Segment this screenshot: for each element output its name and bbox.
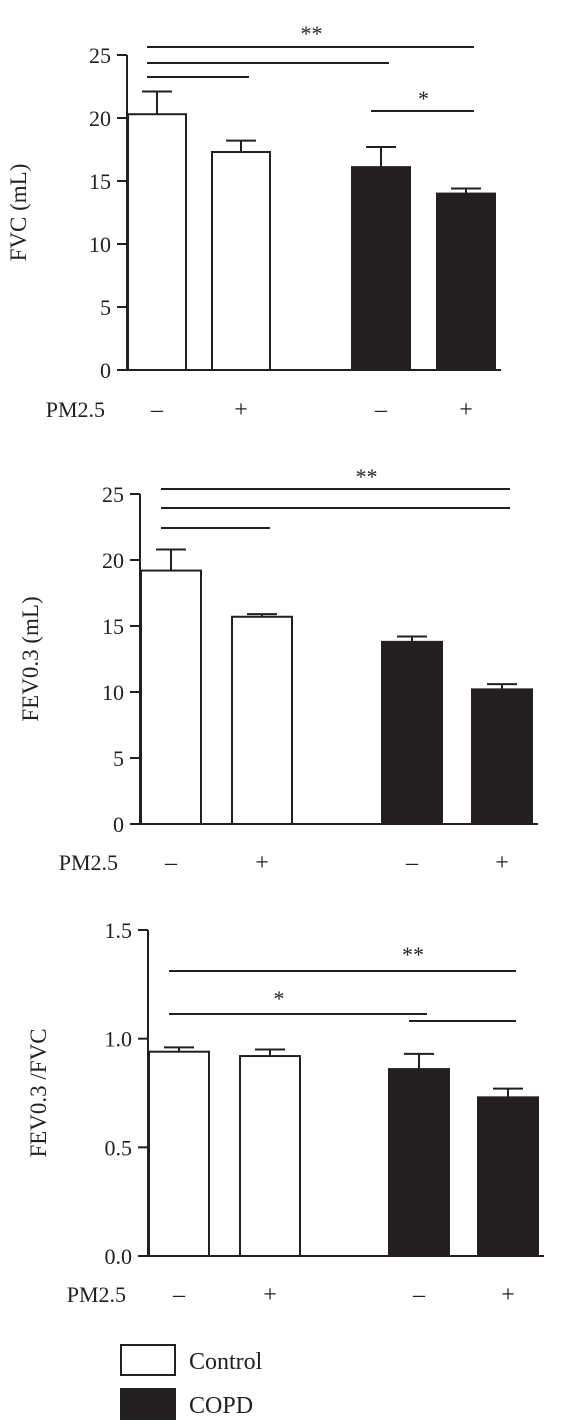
pm25-label: PM2.5 [67, 1282, 126, 1307]
y-tick-label: 15 [102, 614, 124, 639]
bar-control-1 [239, 1055, 301, 1258]
significance-label: * [274, 986, 285, 1011]
y-tick-label: 0.5 [105, 1135, 133, 1160]
x-tick-label: + [234, 397, 248, 423]
x-tick-label: – [172, 1282, 186, 1308]
y-tick-label: 25 [89, 43, 111, 68]
y-axis-label: FVC (mL) [6, 164, 31, 262]
legend-swatch-control [120, 1344, 176, 1376]
y-tick-label: 0 [100, 358, 111, 383]
bar-copd-3 [477, 1096, 539, 1258]
significance-label: ** [356, 464, 378, 489]
bar-copd-2 [351, 166, 411, 371]
x-tick-label: + [255, 850, 269, 876]
x-tick-label: – [412, 1282, 426, 1308]
legend-label: Control [189, 1349, 263, 1375]
y-tick-label: 20 [102, 548, 124, 573]
bar-copd-2 [381, 640, 443, 826]
x-tick-label: – [374, 397, 388, 423]
chart-panel-fev03: 0 5 10 15 20 25 FEV0.3 (mL) ** PM2.5 – + – + [18, 464, 538, 876]
x-tick-label: – [150, 397, 164, 423]
significance-label: * [418, 86, 429, 111]
legend: Control COPD [120, 1344, 263, 1420]
bar-copd-2 [388, 1068, 450, 1258]
pm25-label: PM2.5 [59, 850, 118, 875]
pm25-label: PM2.5 [46, 397, 105, 422]
x-tick-label: + [501, 1282, 515, 1308]
y-tick-label: 0.0 [105, 1244, 133, 1269]
y-axis-label: FEV0.3 (mL) [18, 596, 43, 721]
x-tick-label: + [263, 1282, 277, 1308]
bar-copd-3 [436, 192, 496, 371]
y-tick-label: 1.5 [105, 918, 133, 943]
x-tick-label: – [405, 850, 419, 876]
bar-control-0 [127, 113, 187, 371]
x-tick-label: + [495, 850, 509, 876]
bar-control-0 [140, 569, 202, 825]
y-tick-label: 1.0 [105, 1027, 133, 1052]
y-axis-label: FEV0.3 /FVC [26, 1028, 51, 1157]
y-tick-label: 20 [89, 106, 111, 131]
y-tick-label: 10 [89, 232, 111, 257]
bar-copd-3 [471, 688, 533, 825]
y-tick-label: 5 [113, 746, 124, 771]
significance-label: ** [301, 21, 323, 46]
bar-control-1 [211, 151, 271, 371]
x-tick-label: – [164, 850, 178, 876]
x-tick-label: + [459, 397, 473, 423]
significance-label: ** [402, 942, 424, 967]
legend-label: COPD [189, 1393, 253, 1419]
y-tick-label: 5 [100, 295, 111, 320]
y-tick-label: 15 [89, 169, 111, 194]
legend-swatch-copd [120, 1388, 176, 1420]
y-tick-label: 25 [102, 482, 124, 507]
y-tick-label: 10 [102, 680, 124, 705]
bar-control-1 [231, 615, 293, 826]
bar-control-0 [148, 1050, 210, 1257]
y-tick-label: 0 [113, 812, 124, 837]
